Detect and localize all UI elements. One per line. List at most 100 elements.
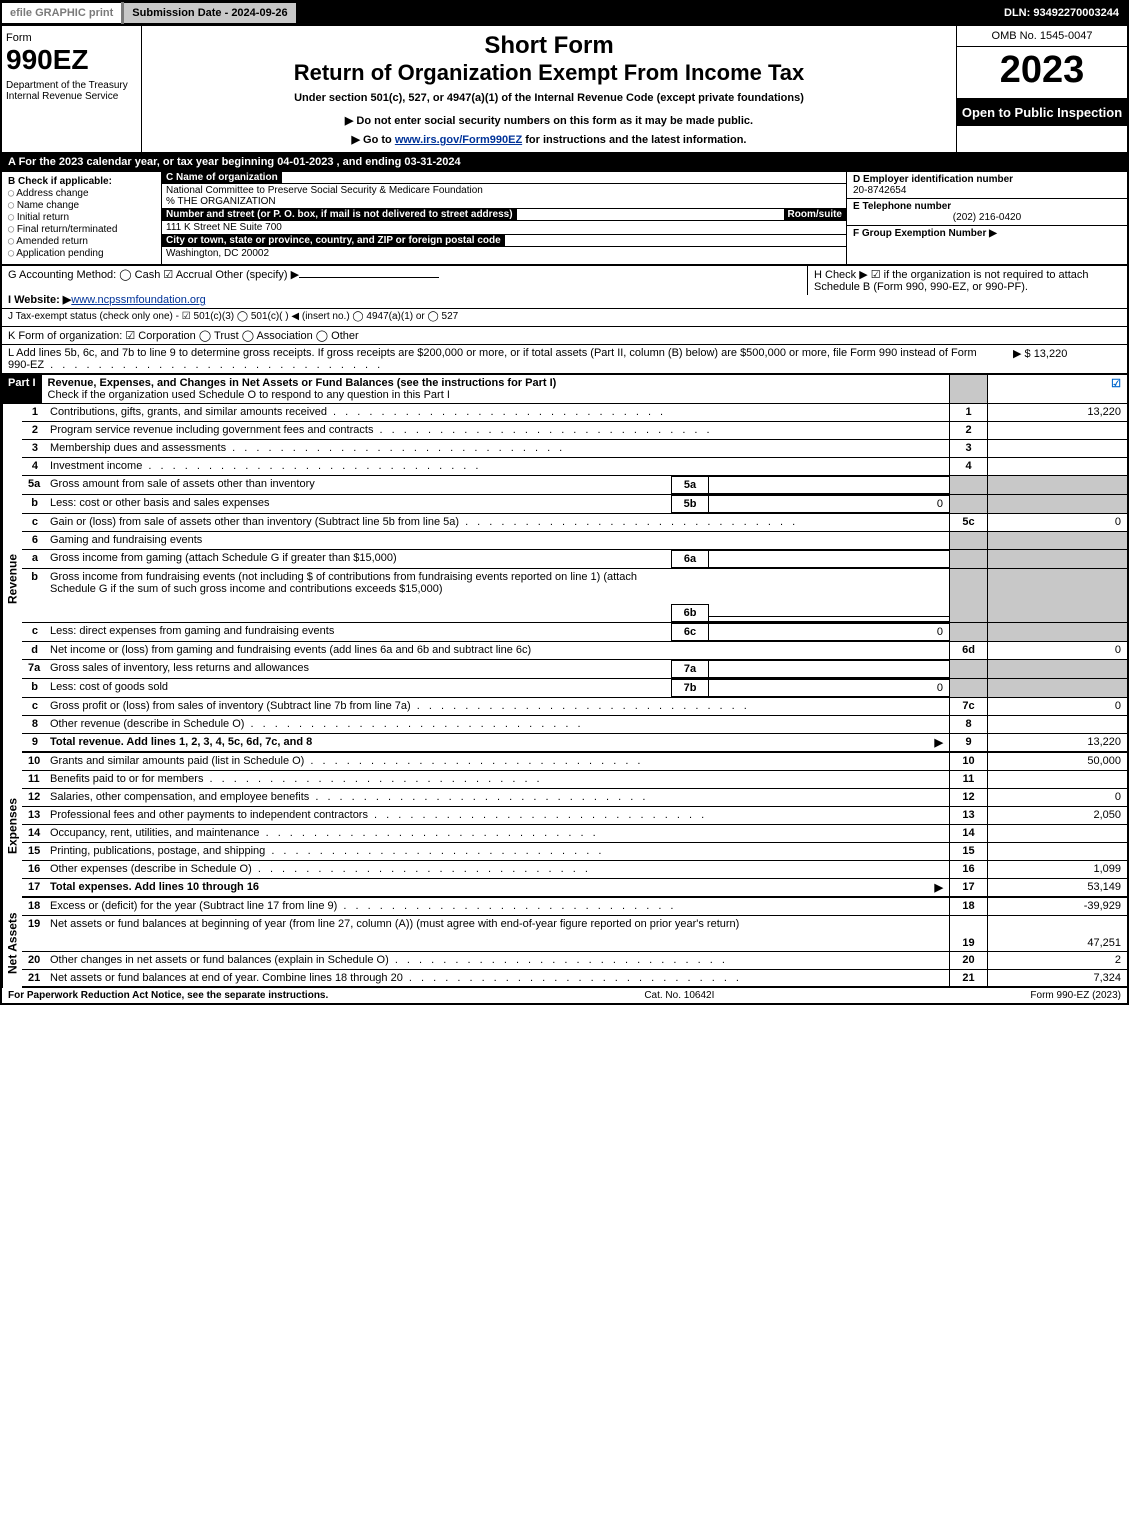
footer: For Paperwork Reduction Act Notice, see … [0, 988, 1129, 1005]
line-1: Contributions, gifts, grants, and simila… [44, 404, 949, 421]
line-5b: Less: cost or other basis and sales expe… [44, 495, 671, 513]
part1-title: Revenue, Expenses, and Changes in Net As… [42, 375, 949, 403]
line-19: Net assets or fund balances at beginning… [44, 916, 949, 951]
I-pre: I Website: ▶ [8, 294, 71, 306]
line-14: Occupancy, rent, utilities, and maintena… [44, 825, 949, 842]
K: K Form of organization: ☑ Corporation ◯ … [2, 327, 1127, 344]
val-16: 1,099 [987, 861, 1127, 878]
org-name2: % THE ORGANIZATION [166, 196, 842, 207]
B-opt[interactable]: ◯ Address change [8, 188, 155, 199]
submission-date: Submission Date - 2024-09-26 [124, 3, 295, 23]
goto: ▶ Go to www.irs.gov/Form990EZ for instru… [146, 133, 952, 146]
revenue-label: Revenue [2, 404, 22, 753]
val-2 [987, 422, 1127, 439]
J: J Tax-exempt status (check only one) - ☑… [2, 309, 1127, 326]
part1-header: Part I Revenue, Expenses, and Changes in… [0, 375, 1129, 404]
C-name-hdr: C Name of organization [162, 172, 282, 183]
part1-bar: Part I [2, 375, 42, 403]
B-opt[interactable]: ◯ Final return/terminated [8, 224, 155, 235]
goto-link[interactable]: www.irs.gov/Form990EZ [395, 134, 522, 146]
efile-graphic-print: efile GRAPHIC print [2, 3, 121, 23]
line-13: Professional fees and other payments to … [44, 807, 949, 824]
section-A: A For the 2023 calendar year, or tax yea… [0, 154, 1129, 172]
L-amt: ▶ $ 13,220 [1007, 345, 1127, 373]
sval-5a [709, 476, 949, 494]
line-6b: Gross income from fundraising events (no… [44, 569, 671, 622]
val-6d: 0 [987, 642, 1127, 659]
netassets-label: Net Assets [2, 898, 22, 988]
J-row: J Tax-exempt status (check only one) - ☑… [0, 309, 1129, 327]
line-4: Investment income [44, 458, 949, 475]
val-14 [987, 825, 1127, 842]
val-10: 50,000 [987, 753, 1127, 770]
netassets-block: Net Assets 18Excess or (deficit) for the… [0, 898, 1129, 988]
goto-post: for instructions and the latest informat… [525, 134, 746, 146]
sval-6b [709, 616, 949, 622]
D-hdr: D Employer identification number [853, 174, 1013, 185]
header: Form 990EZ Department of the Treasury In… [0, 26, 1129, 154]
val-4 [987, 458, 1127, 475]
C-room-hdr: Room/suite [784, 209, 846, 220]
line-10: Grants and similar amounts paid (list in… [44, 753, 949, 770]
line-12: Salaries, other compensation, and employ… [44, 789, 949, 806]
line-15: Printing, publications, postage, and shi… [44, 843, 949, 860]
do-not-enter: ▶ Do not enter social security numbers o… [146, 114, 952, 127]
val-3 [987, 440, 1127, 457]
line-7c: Gross profit or (loss) from sales of inv… [44, 698, 949, 715]
revenue-block: Revenue 1Contributions, gifts, grants, a… [0, 404, 1129, 753]
B-opt[interactable]: ◯ Application pending [8, 248, 155, 259]
F-hdr: F Group Exemption Number ▶ [853, 228, 997, 239]
val-7c: 0 [987, 698, 1127, 715]
under-section: Under section 501(c), 527, or 4947(a)(1)… [146, 92, 952, 104]
line-11: Benefits paid to or for members [44, 771, 949, 788]
part1-check[interactable]: ☑ [987, 375, 1127, 403]
sval-5b: 0 [709, 495, 949, 513]
val-9: 13,220 [987, 734, 1127, 751]
C-col: C Name of organization National Committe… [162, 172, 847, 264]
C-city-hdr: City or town, state or province, country… [162, 235, 505, 246]
form-label: Form [6, 32, 137, 44]
B-opt[interactable]: ◯ Amended return [8, 236, 155, 247]
val-19: 47,251 [987, 916, 1127, 951]
val-21: 7,324 [987, 970, 1127, 986]
val-13: 2,050 [987, 807, 1127, 824]
val-5c: 0 [987, 514, 1127, 531]
val-17: 53,149 [987, 879, 1127, 896]
line-6c: Less: direct expenses from gaming and fu… [44, 623, 671, 641]
open-public: Open to Public Inspection [957, 99, 1127, 126]
K-row: K Form of organization: ☑ Corporation ◯ … [0, 327, 1129, 345]
line-5c: Gain or (loss) from sale of assets other… [44, 514, 949, 531]
line-18: Excess or (deficit) for the year (Subtra… [44, 898, 949, 915]
DEF-col: D Employer identification number20-87426… [847, 172, 1127, 264]
val-15 [987, 843, 1127, 860]
tax-year: 2023 [957, 47, 1127, 99]
H: H Check ▶ ☑ if the organization is not r… [807, 266, 1127, 295]
line-17: Total expenses. Add lines 10 through 16 … [44, 879, 949, 896]
line-6: Gaming and fundraising events [44, 532, 949, 549]
val-20: 2 [987, 952, 1127, 969]
form-number: 990EZ [6, 44, 137, 76]
val-1: 13,220 [987, 404, 1127, 421]
line-3: Membership dues and assessments [44, 440, 949, 457]
header-mid: Short Form Return of Organization Exempt… [142, 26, 957, 152]
goto-pre: ▶ Go to [352, 134, 395, 146]
B-opt[interactable]: ◯ Name change [8, 200, 155, 211]
G-text: G Accounting Method: ◯ Cash ☑ Accrual Ot… [8, 269, 299, 281]
catno: Cat. No. 10642I [644, 990, 714, 1001]
val-8 [987, 716, 1127, 733]
line-2: Program service revenue including govern… [44, 422, 949, 439]
val-12: 0 [987, 789, 1127, 806]
website-link[interactable]: www.ncpssmfoundation.org [71, 294, 206, 306]
header-left: Form 990EZ Department of the Treasury In… [2, 26, 142, 152]
city: Washington, DC 20002 [162, 247, 273, 260]
return-title: Return of Organization Exempt From Incom… [146, 60, 952, 86]
topbar: efile GRAPHIC print Submission Date - 20… [0, 0, 1129, 26]
omb-no: OMB No. 1545-0047 [957, 26, 1127, 47]
line-21: Net assets or fund balances at end of ye… [44, 970, 949, 986]
line-6d: Net income or (loss) from gaming and fun… [44, 642, 949, 659]
sval-6c: 0 [709, 623, 949, 641]
B-opt[interactable]: ◯ Initial return [8, 212, 155, 223]
line-7b: Less: cost of goods sold [44, 679, 671, 697]
sval-6a [709, 550, 949, 568]
C-street-hdr: Number and street (or P. O. box, if mail… [162, 209, 517, 220]
